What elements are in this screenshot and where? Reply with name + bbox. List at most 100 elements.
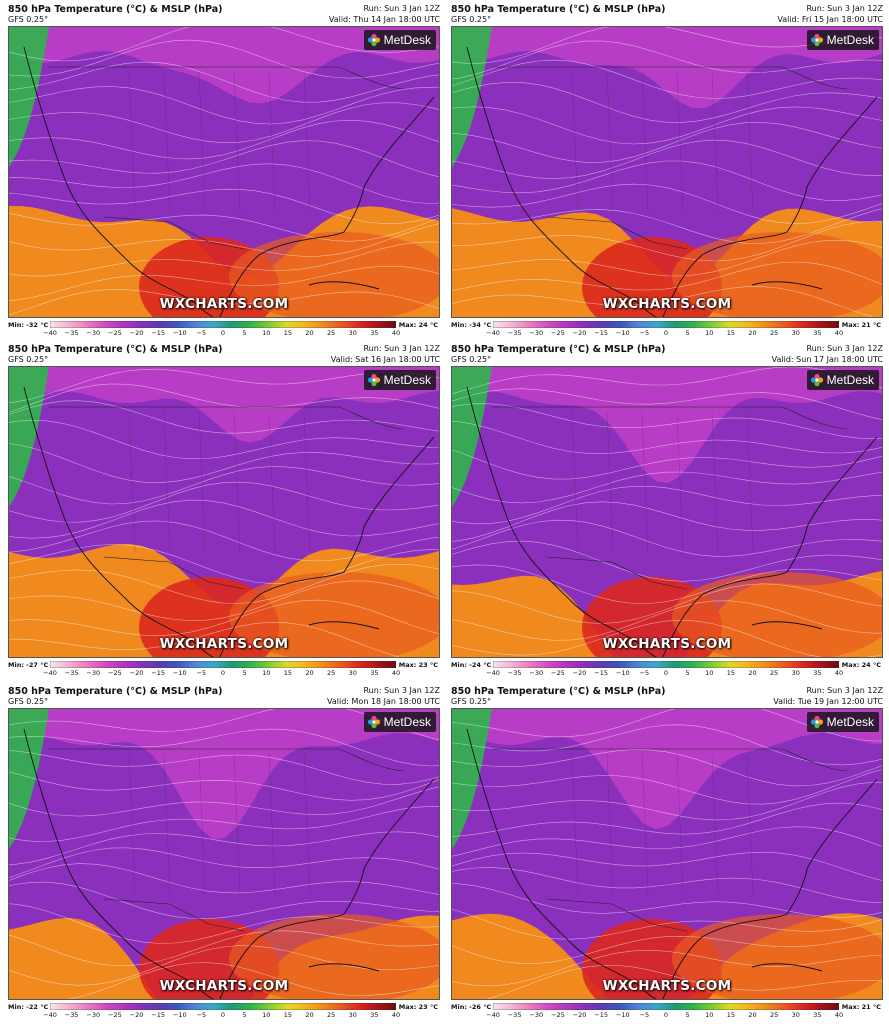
temperature-map: MetDesk WXCHARTS.COM — [451, 708, 883, 1000]
temperature-map: MetDesk WXCHARTS.COM — [8, 708, 440, 1000]
isobar — [452, 486, 882, 525]
border-line — [492, 748, 848, 772]
colorbar-tick: −30 — [529, 329, 544, 337]
colorbar — [493, 321, 839, 328]
colorbar-ticks: −40 −35 −30 −25 −20 −15 −10 −5 0 5 10 15 20 25 30 35 40 — [486, 1011, 843, 1019]
colorbar-tick: 35 — [370, 329, 379, 337]
colorbar-tick: 25 — [326, 329, 336, 337]
isobar — [9, 39, 439, 79]
state-line — [676, 71, 684, 213]
colorbar-tick: −40 — [43, 329, 57, 337]
colorbar-tick: −5 — [196, 1011, 207, 1019]
colorbar-tick: 40 — [391, 329, 401, 337]
isobar — [9, 466, 439, 505]
state-line — [746, 753, 754, 895]
isobar — [452, 286, 874, 317]
colorbar-tick: −5 — [196, 329, 207, 337]
colorbar-tick: −10 — [172, 329, 187, 337]
coastline — [23, 728, 435, 999]
metdesk-flower-icon — [810, 373, 823, 387]
state-line — [303, 71, 311, 213]
state-line — [233, 753, 241, 895]
isobar — [9, 119, 439, 160]
island-coast — [308, 281, 380, 290]
pacific-band — [9, 709, 49, 849]
isobar — [452, 106, 882, 145]
isobar — [9, 863, 439, 895]
isobar — [452, 261, 882, 291]
colorbar-tick: −30 — [86, 1011, 101, 1019]
island-coast — [308, 621, 380, 630]
isobar — [9, 831, 439, 865]
panel-model: GFS 0.25° — [451, 15, 492, 24]
panel-run: Run: Sun 3 Jan 12Z — [806, 344, 883, 353]
panel-run: Run: Sun 3 Jan 12Z — [806, 4, 883, 13]
colorbar-tick: −20 — [572, 1011, 587, 1019]
colorbar-tick: −40 — [486, 1011, 500, 1019]
colorbar-ticks: −40 −35 −30 −25 −20 −15 −10 −5 0 5 10 15 20 25 30 35 40 — [43, 1011, 400, 1019]
pacific-band — [9, 27, 49, 167]
colorbar-tick: −10 — [615, 329, 630, 337]
colorbar-tick: −10 — [615, 1011, 630, 1019]
isobar — [452, 388, 882, 420]
metdesk-text: MetDesk — [826, 33, 874, 47]
wxcharts-watermark: WXCHARTS.COM — [602, 636, 732, 652]
map-panel-4: 850 hPa Temperature (°C) & MSLP (hPa) GF… — [447, 342, 885, 678]
border-line — [103, 898, 245, 932]
max-temperature: Max: 23 °C — [398, 1003, 438, 1011]
metdesk-flower-icon — [367, 33, 380, 47]
state-line — [128, 753, 136, 895]
colorbar-tick: −40 — [43, 669, 57, 677]
colorbar-tick: −15 — [594, 329, 608, 337]
colorbar-tick: 5 — [685, 329, 690, 337]
state-line — [676, 753, 684, 895]
isobar — [452, 802, 882, 837]
state-line — [641, 753, 649, 895]
temperature-field — [9, 27, 439, 317]
colorbar-tick: −30 — [529, 669, 544, 677]
wxcharts-watermark: WXCHARTS.COM — [602, 296, 732, 312]
min-temperature: Min: -27 °C — [8, 661, 49, 669]
color-legend: Min: -34 °C −40 −35 −30 −25 −20 −15 −10 −5 0 5 10 1… — [447, 319, 885, 338]
isobar — [452, 826, 882, 857]
colorbar-tick: 20 — [748, 329, 757, 337]
colorbar-tick: 35 — [813, 669, 822, 677]
panel-model: GFS 0.25° — [8, 355, 49, 364]
colorbar-tick: −30 — [86, 329, 101, 337]
temperature-field — [452, 709, 882, 999]
panel-model: GFS 0.25° — [8, 15, 49, 24]
metdesk-text: MetDesk — [383, 33, 431, 47]
color-legend: Min: -26 °C −40 −35 −30 −25 −20 −15 −10 −5 0 5 10 1… — [447, 1001, 885, 1020]
colorbar-tick: −35 — [507, 329, 522, 337]
warm-ocean — [229, 914, 439, 999]
border-line — [103, 556, 245, 590]
border-line — [546, 898, 688, 932]
isobar — [452, 769, 882, 805]
colorbar-tick: −25 — [108, 329, 122, 337]
metdesk-logo: MetDesk — [806, 30, 879, 50]
panel-valid-time: Valid: Sun 17 Jan 18:00 UTC — [771, 355, 883, 364]
map-panel-6: 850 hPa Temperature (°C) & MSLP (hPa) GF… — [447, 684, 885, 1020]
colorbar-tick: 10 — [705, 1011, 714, 1019]
colorbar-tick: 10 — [262, 669, 271, 677]
colorbar-ticks: −40 −35 −30 −25 −20 −15 −10 −5 0 5 10 15 20 25 30 35 40 — [486, 329, 843, 337]
colorbar-tick: −35 — [64, 669, 79, 677]
coastline — [23, 46, 435, 317]
colorbar-tick: 15 — [726, 1011, 736, 1019]
colorbar-tick: 0 — [220, 329, 226, 337]
temperature-band — [452, 27, 882, 282]
panel-run: Run: Sun 3 Jan 12Z — [363, 344, 440, 353]
colorbar-tick: −10 — [615, 669, 630, 677]
isobar — [452, 949, 882, 987]
colorbar-tick: 5 — [242, 329, 247, 337]
colorbar — [493, 1003, 839, 1010]
colorbar-tick: −25 — [551, 669, 565, 677]
warm-ocean — [229, 572, 439, 657]
cold-core — [452, 367, 882, 484]
wxcharts-watermark: WXCHARTS.COM — [159, 978, 289, 994]
state-line — [303, 411, 311, 553]
metdesk-text: MetDesk — [826, 373, 874, 387]
metdesk-logo: MetDesk — [363, 712, 436, 732]
colorbar-ticks: −40 −35 −30 −25 −20 −15 −10 −5 0 5 10 15 20 25 30 35 40 — [43, 669, 400, 677]
isobar — [452, 883, 882, 918]
